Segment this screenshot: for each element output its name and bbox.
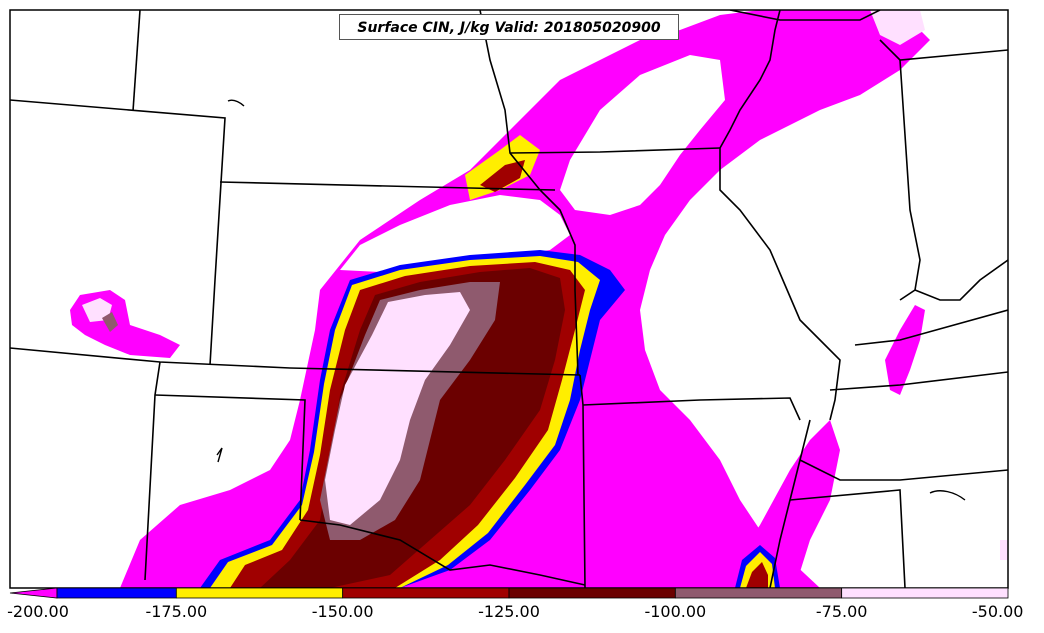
- colorbar-bin-1: [175, 587, 344, 599]
- state-boundaries: [10, 10, 1008, 588]
- cin-lightpink-core: [325, 292, 470, 525]
- colorbar-bin-4: [674, 587, 843, 599]
- map-title: Surface CIN, J/kg Valid: 201805020900: [339, 14, 679, 40]
- lakes: [216, 99, 966, 501]
- colorbar-bin-0: [56, 587, 177, 599]
- colorbar-tick-label: -50.00: [971, 602, 1024, 621]
- colorbar: [9, 587, 1009, 599]
- colorbar-tick-label: -150.00: [311, 602, 374, 621]
- cin-white-north: [560, 55, 725, 215]
- colorbar-tick-label: -200.00: [7, 602, 69, 621]
- colorbar-tick-label: -175.00: [145, 602, 208, 621]
- colorbar-bin-3: [508, 587, 676, 599]
- colorbar-tick-label: -75.00: [815, 602, 868, 621]
- colorbar-tick-label: -100.00: [644, 602, 707, 621]
- colorbar-bin-2: [342, 587, 510, 599]
- colorbar-bin-5: [841, 587, 1009, 599]
- cin-field: [70, 10, 1008, 588]
- colorbar-tick-label: -125.00: [478, 602, 540, 621]
- cin-southeast-plume: [730, 420, 840, 588]
